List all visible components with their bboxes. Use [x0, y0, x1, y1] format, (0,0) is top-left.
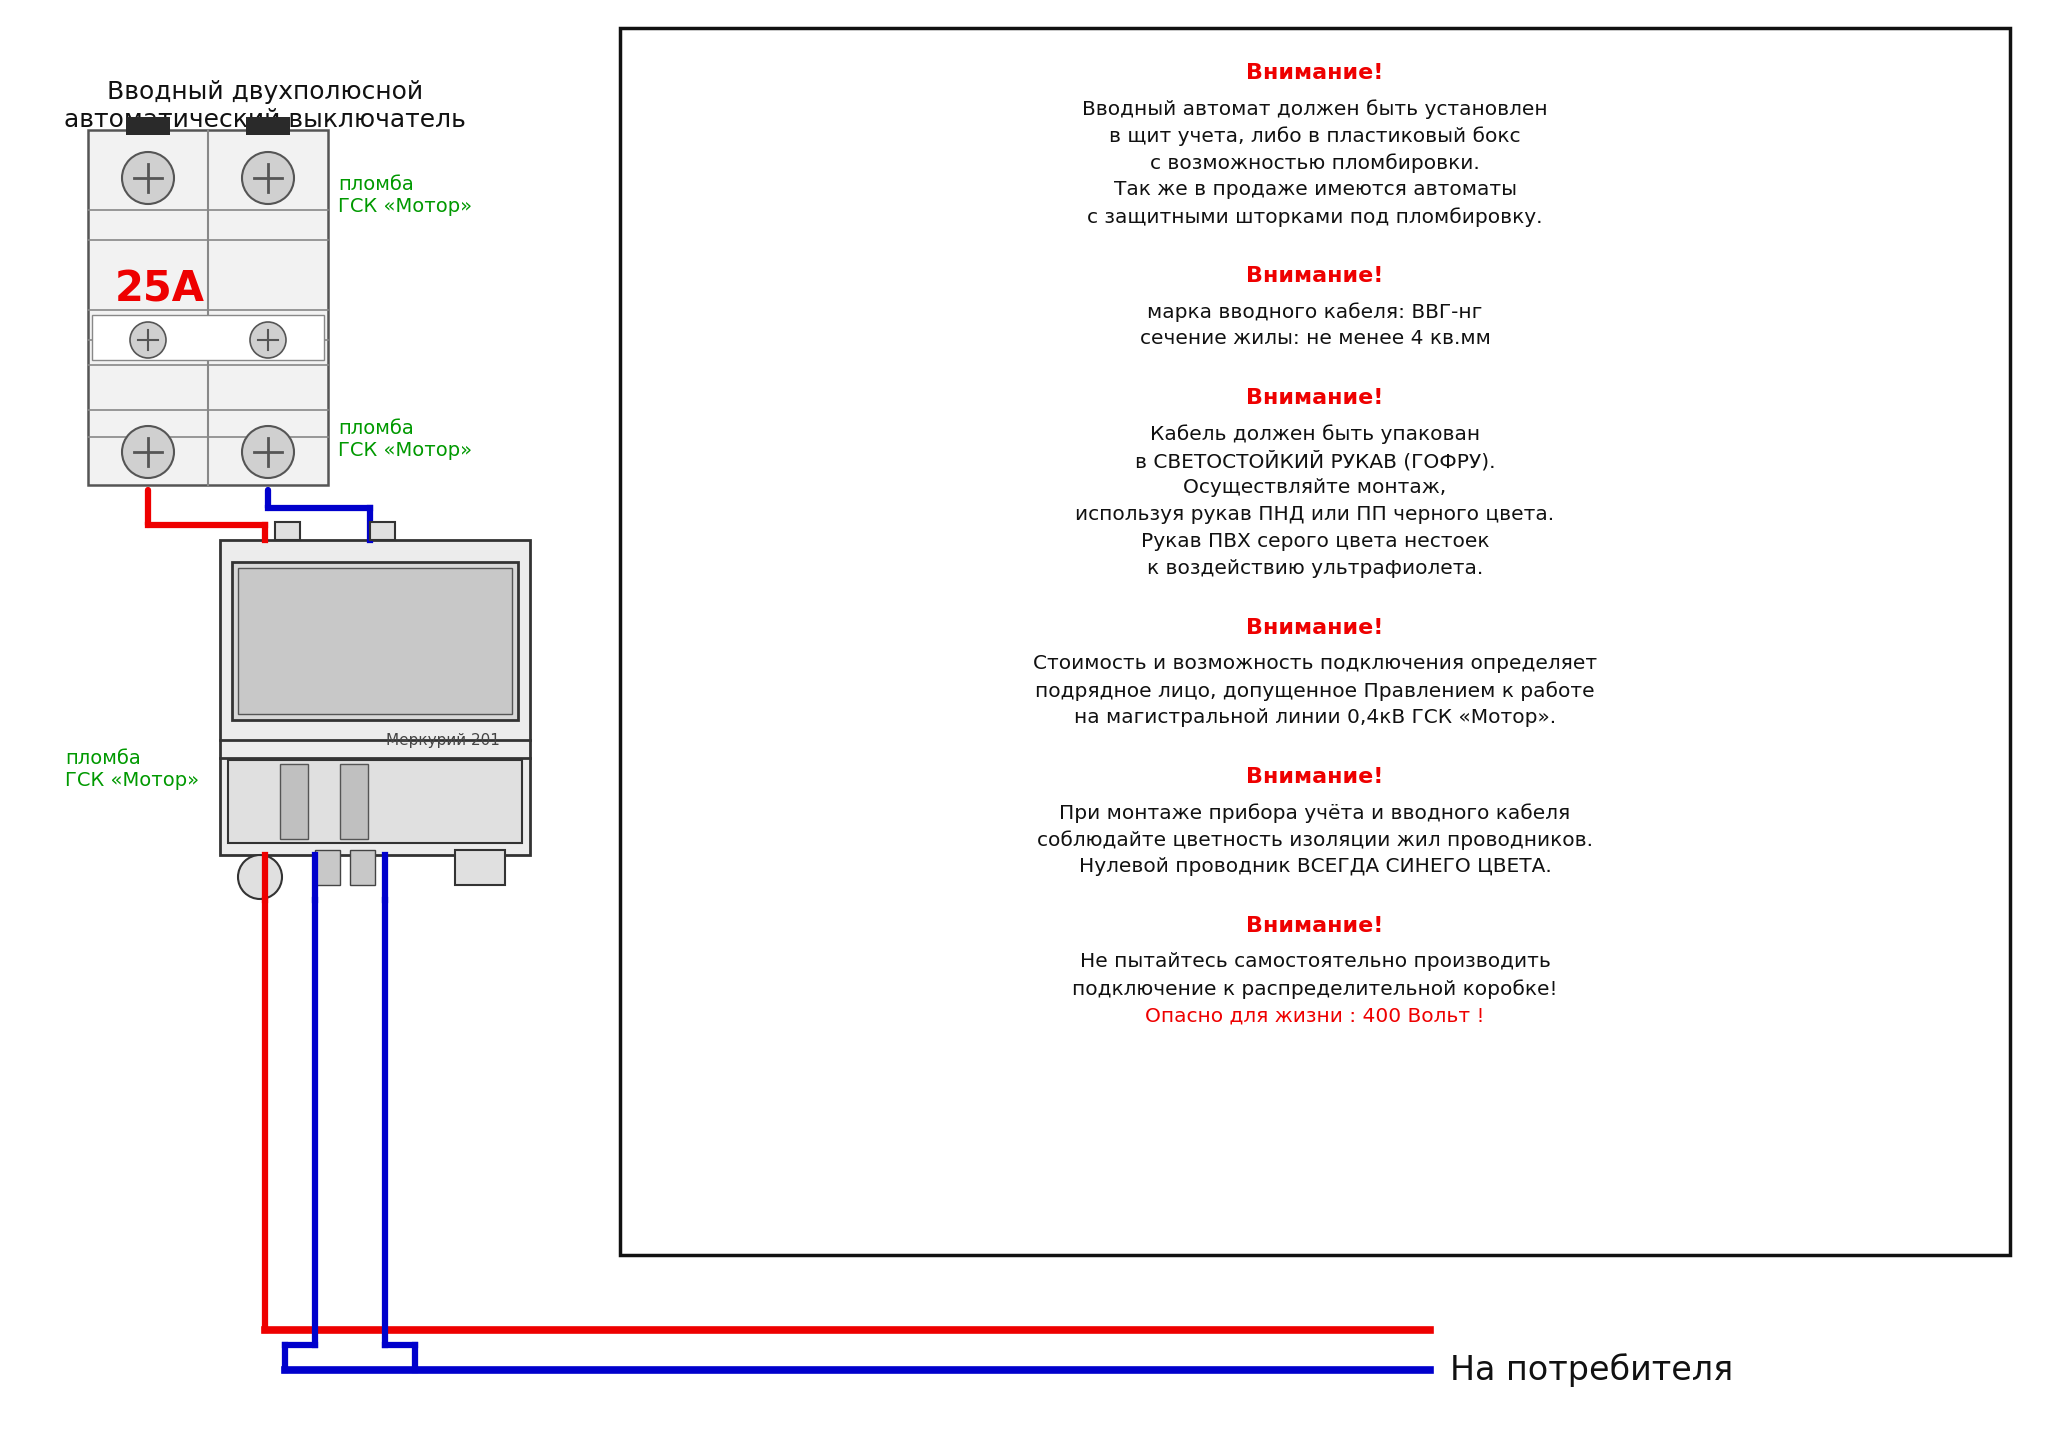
Text: сечение жилы: не менее 4 кв.мм: сечение жилы: не менее 4 кв.мм	[1139, 329, 1491, 348]
Text: в щит учета, либо в пластиковый бокс: в щит учета, либо в пластиковый бокс	[1110, 126, 1522, 146]
Text: пломба
ГСК «Мотор»: пломба ГСК «Мотор»	[338, 175, 473, 216]
Text: Рукав ПВХ серого цвета нестоек: Рукав ПВХ серого цвета нестоек	[1141, 531, 1489, 552]
Bar	[88, 130, 328, 485]
Text: Меркурий 201: Меркурий 201	[387, 733, 500, 747]
Text: в СВЕТОСТОЙКИЙ РУКАВ (ГОФРУ).: в СВЕТОСТОЙКИЙ РУКАВ (ГОФРУ).	[1135, 450, 1495, 472]
Bar	[92, 316, 324, 361]
Text: используя рукав ПНД или ПП черного цвета.: используя рукав ПНД или ПП черного цвета…	[1075, 505, 1554, 524]
Text: Вводный двухполюсной
автоматический выключатель: Вводный двухполюсной автоматический выкл…	[63, 80, 467, 132]
Text: на магистральной линии 0,4кВ ГСК «Мотор».: на магистральной линии 0,4кВ ГСК «Мотор»…	[1073, 708, 1556, 727]
Circle shape	[123, 426, 174, 478]
Text: Нулевой проводник ВСЕГДА СИНЕГО ЦВЕТА.: Нулевой проводник ВСЕГДА СИНЕГО ЦВЕТА.	[1079, 857, 1552, 876]
Text: к воздействию ультрафиолета.: к воздействию ультрафиолета.	[1147, 559, 1483, 578]
Bar	[246, 117, 291, 135]
Text: Не пытайтесь самостоятельно производить: Не пытайтесь самостоятельно производить	[1079, 951, 1550, 972]
Text: 25А: 25А	[115, 269, 205, 311]
Text: с возможностью пломбировки.: с возможностью пломбировки.	[1151, 153, 1481, 172]
Text: При монтаже прибора учёта и вводного кабеля: При монтаже прибора учёта и вводного каб…	[1059, 804, 1571, 822]
Bar	[371, 521, 395, 540]
Bar	[340, 765, 369, 838]
Text: Внимание!: Внимание!	[1247, 64, 1384, 83]
Text: Кабель должен быть упакован: Кабель должен быть упакован	[1149, 424, 1481, 443]
Bar	[274, 521, 299, 540]
Circle shape	[242, 152, 295, 204]
Text: пломба
ГСК «Мотор»: пломба ГСК «Мотор»	[338, 420, 473, 460]
Bar	[350, 850, 375, 885]
Circle shape	[238, 854, 283, 899]
Circle shape	[250, 321, 287, 358]
Bar	[219, 540, 530, 854]
Bar	[127, 117, 170, 135]
Bar	[621, 28, 2009, 1255]
Text: подрядное лицо, допущенное Правлением к работе: подрядное лицо, допущенное Правлением к …	[1034, 681, 1595, 701]
Bar	[238, 568, 512, 714]
Text: На потребителя: На потребителя	[1450, 1352, 1733, 1387]
Bar	[315, 850, 340, 885]
Text: Внимание!: Внимание!	[1247, 618, 1384, 639]
Bar	[455, 850, 506, 885]
Text: Внимание!: Внимание!	[1247, 388, 1384, 408]
Text: Так же в продаже имеются автоматы: Так же в продаже имеются автоматы	[1114, 180, 1516, 198]
Text: соблюдайте цветность изоляции жил проводников.: соблюдайте цветность изоляции жил провод…	[1036, 830, 1593, 850]
Text: пломба
ГСК «Мотор»: пломба ГСК «Мотор»	[66, 750, 199, 791]
Text: марка вводного кабеля: ВВГ-нг: марка вводного кабеля: ВВГ-нг	[1147, 303, 1483, 321]
Bar	[281, 765, 307, 838]
Text: Стоимость и возможность подключения определяет: Стоимость и возможность подключения опре…	[1032, 654, 1597, 673]
Text: подключение к распределительной коробке!: подключение к распределительной коробке!	[1073, 979, 1559, 999]
Text: Внимание!: Внимание!	[1247, 767, 1384, 788]
Circle shape	[129, 321, 166, 358]
Circle shape	[242, 426, 295, 478]
Text: с защитными шторками под пломбировку.: с защитными шторками под пломбировку.	[1087, 207, 1542, 227]
Text: Вводный автомат должен быть установлен: Вводный автомат должен быть установлен	[1081, 98, 1548, 119]
Text: Внимание!: Внимание!	[1247, 266, 1384, 287]
Text: Осуществляйте монтаж,: Осуществляйте монтаж,	[1184, 478, 1446, 497]
Circle shape	[123, 152, 174, 204]
Text: Опасно для жизни : 400 Вольт !: Опасно для жизни : 400 Вольт !	[1145, 1006, 1485, 1025]
Text: Внимание!: Внимание!	[1247, 917, 1384, 935]
Bar	[231, 562, 518, 720]
Bar	[227, 760, 522, 843]
